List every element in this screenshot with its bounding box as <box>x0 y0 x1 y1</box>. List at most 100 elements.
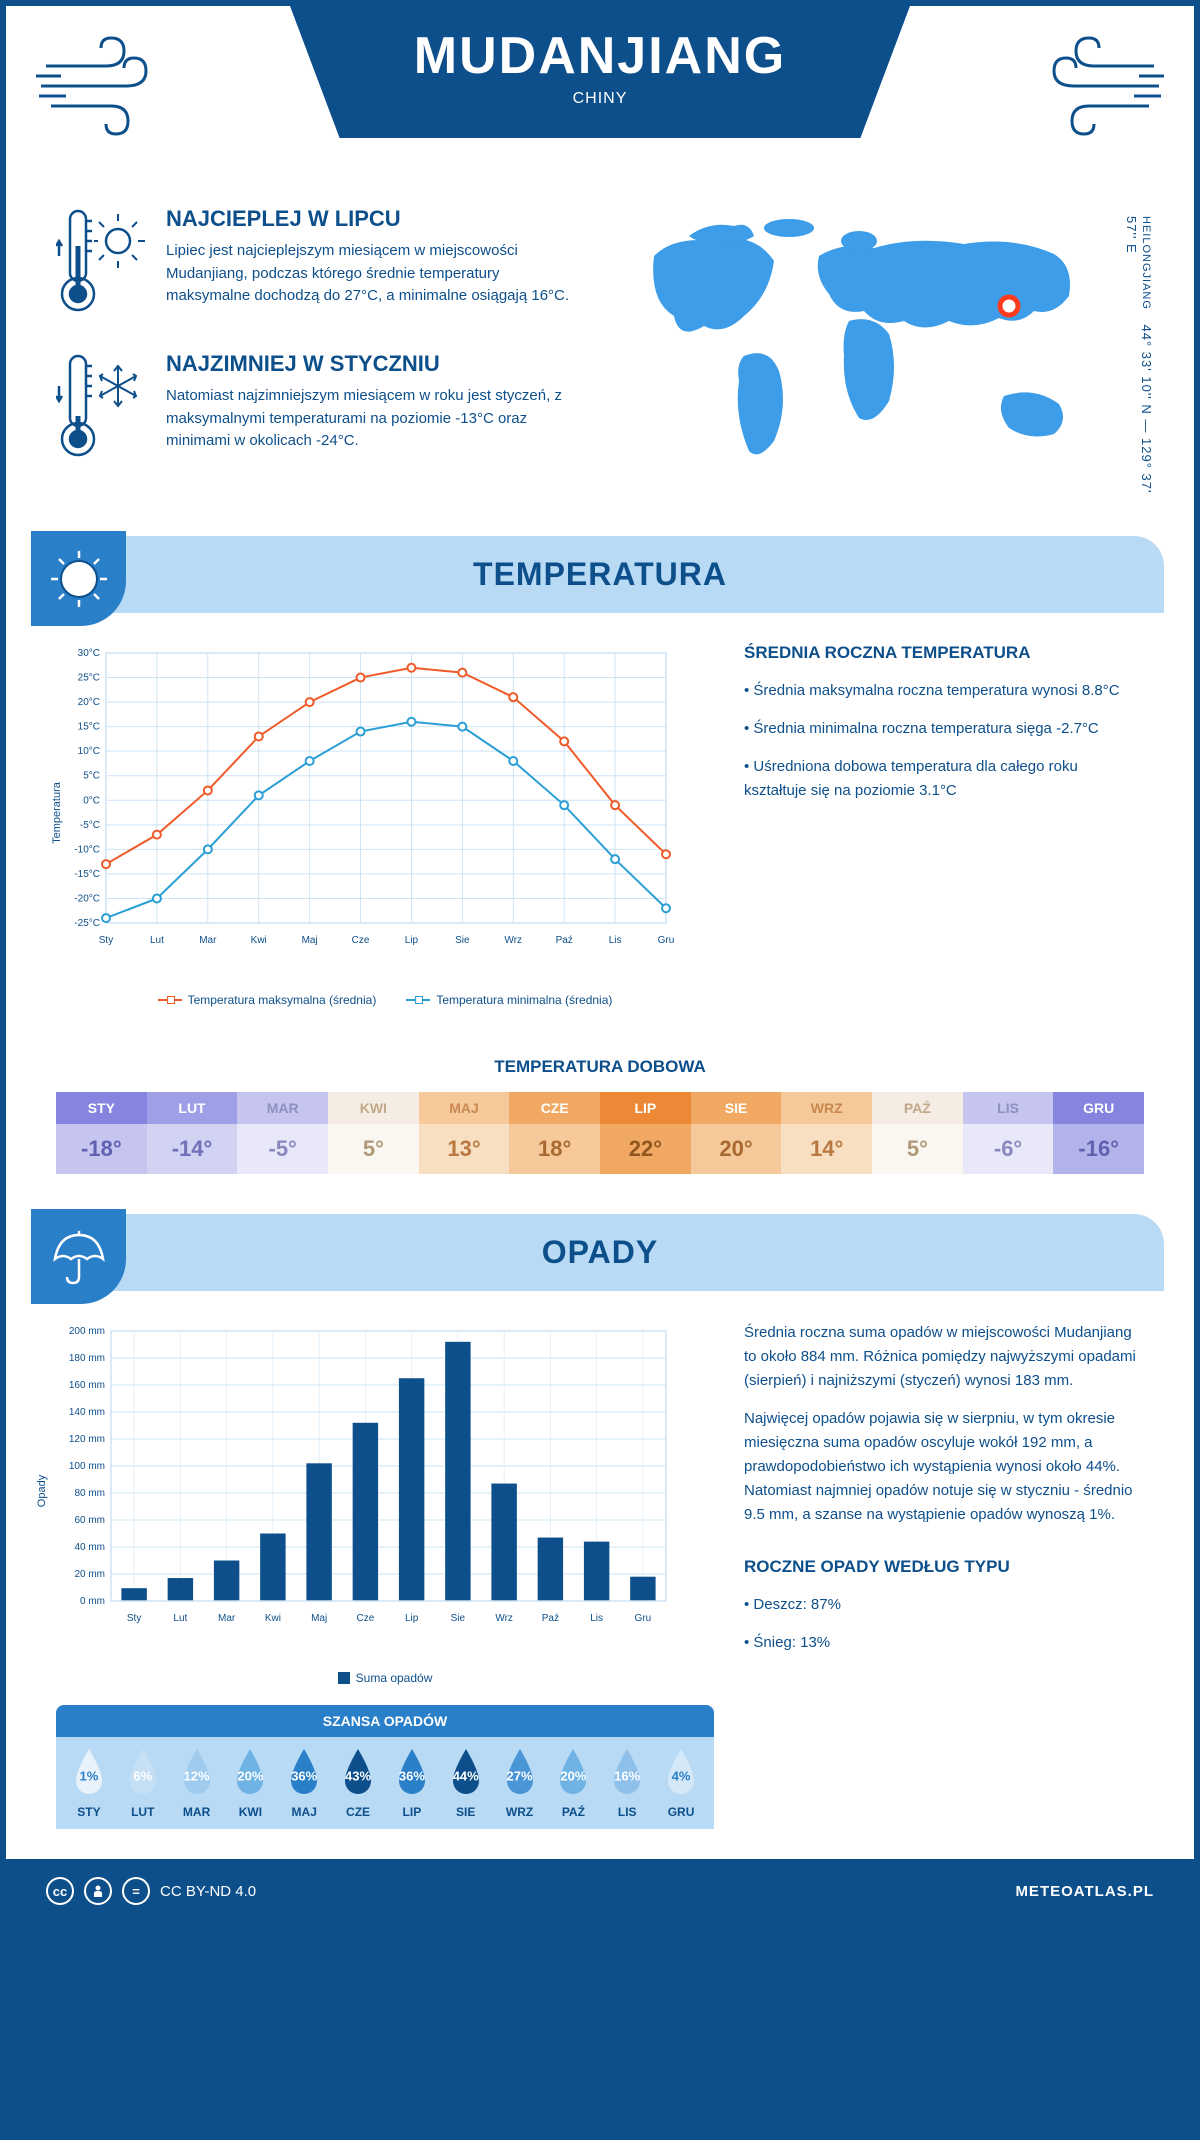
temperature-section-header: TEMPERATURA <box>36 536 1164 613</box>
precipitation-title: OPADY <box>56 1234 1144 1271</box>
svg-text:Lip: Lip <box>405 1613 419 1624</box>
svg-text:5°C: 5°C <box>83 771 100 782</box>
raindrop-icon: 1% <box>68 1747 110 1799</box>
coordinates: HEILONGJIANG 44° 33' 10'' N — 129° 37' 5… <box>1124 216 1154 496</box>
raindrop-icon: 20% <box>229 1747 271 1799</box>
license-block: cc = CC BY-ND 4.0 <box>46 1877 256 1905</box>
temp-side-title: ŚREDNIA ROCZNA TEMPERATURA <box>744 643 1144 663</box>
intro-text-column: NAJCIEPLEJ W LIPCU Lipiec jest najcieple… <box>56 206 584 496</box>
temp-bullet: • Średnia minimalna roczna temperatura s… <box>744 717 1144 741</box>
daily-temp-cell: PAŹ5° <box>872 1092 963 1174</box>
daily-temp-cell: STY-18° <box>56 1092 147 1174</box>
svg-text:Gru: Gru <box>635 1613 652 1624</box>
svg-text:20°C: 20°C <box>78 697 100 708</box>
svg-text:Wrz: Wrz <box>495 1613 513 1624</box>
raindrop-icon: 27% <box>499 1747 541 1799</box>
daily-temp-cell: LUT-14° <box>147 1092 238 1174</box>
temp-legend: Temperatura maksymalna (średnia) Tempera… <box>56 993 714 1007</box>
svg-text:Wrz: Wrz <box>504 935 522 946</box>
precip-chart-area: Opady 0 mm20 mm40 mm60 mm80 mm100 mm120 … <box>56 1321 714 1829</box>
raindrop-icon: 12% <box>176 1747 218 1799</box>
precip-side-text: Średnia roczna suma opadów w miejscowośc… <box>744 1321 1144 1829</box>
month-value: -18° <box>56 1124 147 1174</box>
month-label: KWI <box>328 1092 419 1124</box>
chance-value: 12% <box>184 1768 210 1783</box>
chance-value: 6% <box>133 1768 152 1783</box>
daily-temp-title: TEMPERATURA DOBOWA <box>6 1057 1194 1077</box>
temp-chart-area: Temperatura -25°C-20°C-15°C-10°C-5°C0°C5… <box>56 643 714 1007</box>
umbrella-icon <box>31 1209 126 1304</box>
chance-value: 27% <box>507 1768 533 1783</box>
chance-value: 36% <box>291 1768 317 1783</box>
month-label: STY <box>56 1092 147 1124</box>
precipitation-bar-chart: 0 mm20 mm40 mm60 mm80 mm100 mm120 mm140 … <box>56 1321 676 1631</box>
month-value: 5° <box>872 1124 963 1174</box>
raindrop-icon: 4% <box>660 1747 702 1799</box>
month-value: -16° <box>1053 1124 1144 1174</box>
daily-temp-cell: MAJ13° <box>419 1092 510 1174</box>
svg-text:Sty: Sty <box>99 935 113 946</box>
chance-cell: 6%LUT <box>116 1747 170 1819</box>
map-area: HEILONGJIANG 44° 33' 10'' N — 129° 37' 5… <box>624 206 1144 496</box>
svg-text:Mar: Mar <box>218 1613 236 1624</box>
raindrop-icon: 16% <box>606 1747 648 1799</box>
month-label: MAJ <box>419 1092 510 1124</box>
intro-section: NAJCIEPLEJ W LIPCU Lipiec jest najcieple… <box>6 186 1194 536</box>
svg-text:Cze: Cze <box>356 1613 374 1624</box>
svg-text:-25°C: -25°C <box>74 918 100 929</box>
svg-text:Sty: Sty <box>127 1613 141 1624</box>
chance-value: 20% <box>237 1768 263 1783</box>
svg-text:Paź: Paź <box>556 935 573 946</box>
page-container: MUDANJIANG CHINY <box>0 0 1200 1929</box>
temperature-title: TEMPERATURA <box>56 556 1144 593</box>
svg-text:Lis: Lis <box>609 935 622 946</box>
month-value: 13° <box>419 1124 510 1174</box>
title-banner: MUDANJIANG CHINY <box>290 6 910 138</box>
svg-text:-5°C: -5°C <box>80 820 100 831</box>
svg-text:Lut: Lut <box>150 935 164 946</box>
coldest-block: NAJZIMNIEJ W STYCZNIU Natomiast najzimni… <box>56 351 584 466</box>
month-value: -5° <box>237 1124 328 1174</box>
precip-paragraph: Najwięcej opadów pojawia się w sierpniu,… <box>744 1407 1144 1527</box>
daily-temp-cell: WRZ14° <box>781 1092 872 1174</box>
svg-text:Lip: Lip <box>405 935 419 946</box>
svg-text:140 mm: 140 mm <box>69 1407 105 1418</box>
svg-text:10°C: 10°C <box>78 746 100 757</box>
coldest-title: NAJZIMNIEJ W STYCZNIU <box>166 351 584 377</box>
svg-text:100 mm: 100 mm <box>69 1461 105 1472</box>
svg-text:40 mm: 40 mm <box>74 1542 105 1553</box>
svg-text:180 mm: 180 mm <box>69 1353 105 1364</box>
hottest-title: NAJCIEPLEJ W LIPCU <box>166 206 584 232</box>
chance-month: SIE <box>439 1805 493 1819</box>
month-value: 14° <box>781 1124 872 1174</box>
temp-y-label: Temperatura <box>51 782 63 844</box>
svg-text:0 mm: 0 mm <box>80 1596 105 1607</box>
chance-cell: 44%SIE <box>439 1747 493 1819</box>
chance-cell: 1% STY <box>62 1747 116 1819</box>
svg-text:120 mm: 120 mm <box>69 1434 105 1445</box>
chance-month: STY <box>62 1805 116 1819</box>
chance-month: KWI <box>223 1805 277 1819</box>
chance-cell: 20% KWI <box>223 1747 277 1819</box>
svg-text:Sie: Sie <box>455 935 470 946</box>
cc-icon: cc <box>46 1877 74 1905</box>
daily-temp-cell: GRU-16° <box>1053 1092 1144 1174</box>
svg-text:Kwi: Kwi <box>265 1613 281 1624</box>
chance-cell: 16%LIS <box>600 1747 654 1819</box>
license-text: CC BY-ND 4.0 <box>160 1883 256 1900</box>
precip-legend: Suma opadów <box>56 1671 714 1685</box>
month-value: -14° <box>147 1124 238 1174</box>
daily-temp-cell: LIS-6° <box>963 1092 1054 1174</box>
temp-side-text: ŚREDNIA ROCZNA TEMPERATURA • Średnia mak… <box>744 643 1144 1007</box>
chance-cell: 36%LIP <box>385 1747 439 1819</box>
svg-text:-15°C: -15°C <box>74 869 100 880</box>
chance-cell: 43%CZE <box>331 1747 385 1819</box>
chance-month: LIP <box>385 1805 439 1819</box>
sun-icon <box>31 531 126 626</box>
chance-value: 43% <box>345 1768 371 1783</box>
month-value: 18° <box>509 1124 600 1174</box>
daily-temp-cell: CZE18° <box>509 1092 600 1174</box>
raindrop-icon: 20% <box>552 1747 594 1799</box>
temp-bullet: • Średnia maksymalna roczna temperatura … <box>744 679 1144 703</box>
wind-icon <box>36 36 176 136</box>
